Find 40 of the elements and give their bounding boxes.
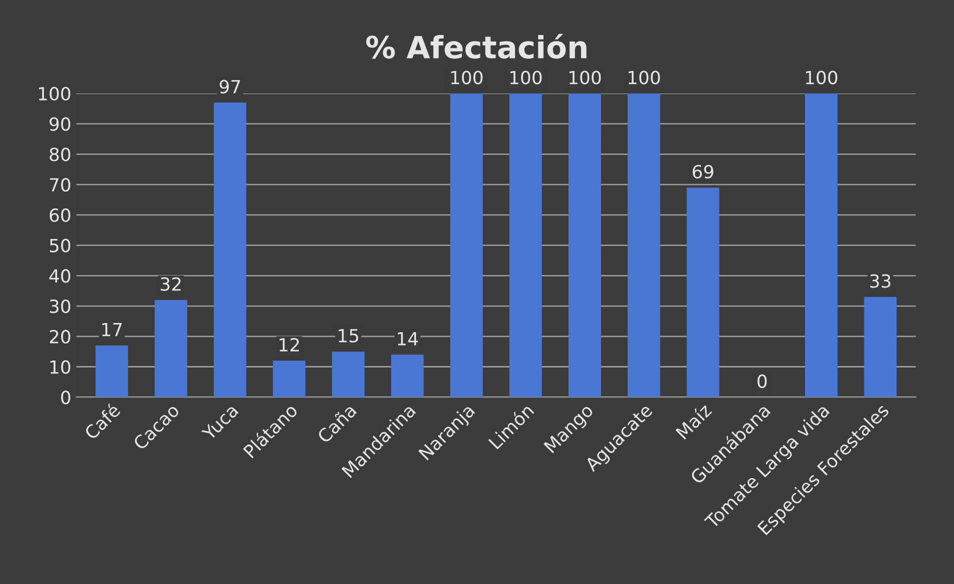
data-label: 69 xyxy=(692,164,714,179)
bar xyxy=(214,102,246,398)
bar xyxy=(804,93,838,398)
bar xyxy=(272,360,306,398)
bar xyxy=(568,93,602,398)
bar xyxy=(686,188,720,398)
y-tick-label: 60 xyxy=(50,208,70,222)
data-label: 17 xyxy=(102,323,122,336)
data-label: 0 xyxy=(758,374,767,388)
data-label: 100 xyxy=(510,70,542,84)
bar xyxy=(864,296,897,398)
bar xyxy=(391,354,424,398)
bar xyxy=(450,93,483,398)
data-label: 33 xyxy=(870,274,890,288)
y-tick-label: 0 xyxy=(61,390,70,404)
bar xyxy=(154,300,188,398)
y-tick-label: 10 xyxy=(50,360,70,374)
y-tick-label: 40 xyxy=(49,269,70,283)
y-tick-label: 100 xyxy=(38,86,70,101)
chart-title: % Afectación xyxy=(366,34,586,59)
data-label: 100 xyxy=(806,70,838,84)
data-label: 15 xyxy=(338,329,358,343)
data-label: 14 xyxy=(398,332,418,346)
bar xyxy=(332,352,365,398)
y-tick-label: 80 xyxy=(50,148,70,162)
y-tick-label: 30 xyxy=(50,299,70,314)
y-tick-label: 90 xyxy=(50,117,70,131)
x-tick-label: Yuca xyxy=(201,404,239,442)
bar xyxy=(628,93,660,398)
data-label: 100 xyxy=(451,70,483,84)
data-label: 32 xyxy=(160,277,181,291)
bar xyxy=(509,93,542,398)
data-label: 100 xyxy=(628,70,660,84)
data-label: 97 xyxy=(220,80,240,94)
y-tick-label: 20 xyxy=(50,330,70,344)
y-tick-label: 70 xyxy=(50,178,70,192)
y-tick-label: 50 xyxy=(50,238,70,252)
bar xyxy=(96,345,128,398)
data-label: 100 xyxy=(570,70,601,84)
data-label: 12 xyxy=(280,338,299,352)
